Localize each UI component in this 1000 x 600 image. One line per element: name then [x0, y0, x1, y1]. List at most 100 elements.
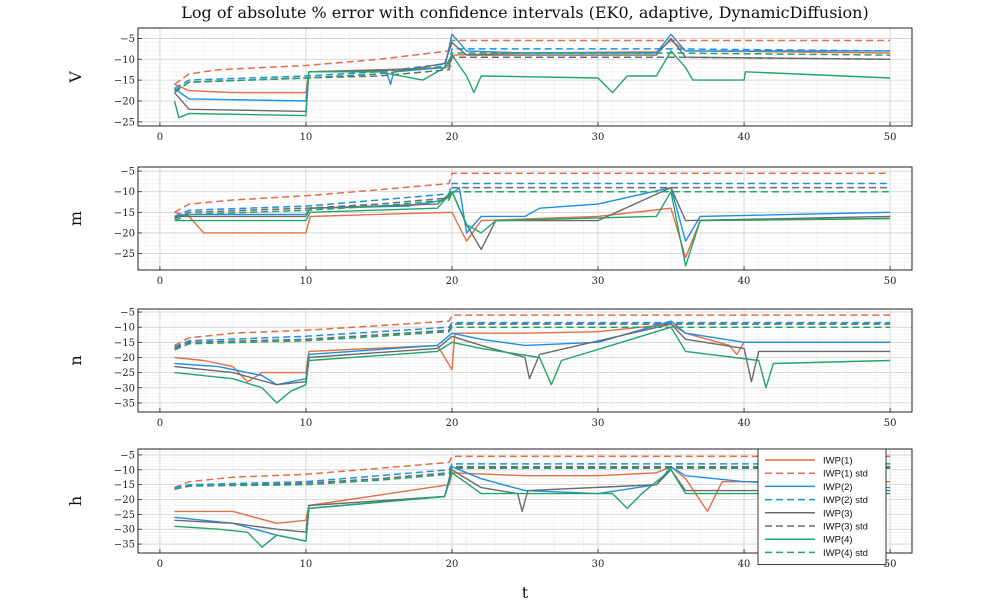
series-line-iwp1-std [174, 39, 891, 85]
y-tick-label: −20 [114, 96, 135, 107]
y-tick-label: −15 [114, 208, 135, 219]
axes-frame [137, 27, 913, 127]
x-tick-label: 10 [300, 418, 313, 429]
y-tick-label: −25 [114, 368, 135, 379]
x-tick-label: 10 [300, 559, 313, 570]
legend-entry: IWP(1) [765, 456, 853, 467]
series-line-iwp4 [173, 50, 891, 119]
series-line-iwp2-std [174, 463, 891, 489]
x-tick-label: 20 [446, 132, 459, 143]
y-axis-label: h [66, 496, 85, 506]
y-tick-label: −5 [120, 450, 135, 461]
series-line-iwp1-std [174, 455, 891, 489]
series-group [174, 314, 891, 404]
series-line-iwp1-std [174, 172, 891, 213]
x-tick-label: 30 [592, 132, 605, 143]
legend-label: IWP(4) std [823, 548, 868, 559]
series-line-iwp4-std [174, 190, 891, 222]
series-line-iwp2 [174, 320, 891, 386]
y-tick-label: −10 [114, 55, 135, 66]
series-line-iwp4-std [174, 467, 891, 490]
x-tick-label: 10 [300, 132, 313, 143]
y-tick-label: −20 [114, 228, 135, 239]
y-tick-label: −15 [114, 480, 135, 491]
axes-frame [137, 308, 913, 413]
x-tick-label: 0 [157, 132, 163, 143]
legend-entry: IWP(1) std [765, 469, 868, 480]
panels: 0 10 20 30 40 50 −25 −20 −15 −10 −5 V 0 10 20 30 40 50 −25… [66, 27, 913, 570]
legend-entry: IWP(3) [765, 508, 853, 519]
series-line-iwp2-std [174, 182, 891, 218]
legend: IWP(1) IWP(1) std IWP(2) IWP(2) std IWP(3) IW… [757, 448, 887, 566]
x-axis-label: t [522, 583, 529, 600]
x-tick-label: 20 [446, 276, 459, 287]
y-axis-label: n [66, 355, 85, 365]
series-line-iwp3-std [174, 323, 891, 350]
series-group [173, 33, 891, 119]
legend-entry: IWP(2) std [765, 495, 868, 506]
y-tick-label: −15 [114, 76, 135, 87]
x-tick-label: 20 [446, 559, 459, 570]
x-tick-label: 50 [884, 276, 897, 287]
series-line-iwp4-std [174, 326, 891, 351]
chart-title: Log of absolute % error with confidence … [181, 3, 868, 22]
x-tick-label: 40 [738, 559, 751, 570]
legend-entry: IWP(4) std [765, 548, 868, 559]
x-tick-label: 0 [157, 559, 163, 570]
legend-label: IWP(2) [823, 482, 853, 493]
x-tick-label: 0 [157, 276, 163, 287]
x-tick-label: 0 [157, 418, 163, 429]
y-tick-label: −25 [114, 249, 135, 260]
x-tick-label: 20 [446, 418, 459, 429]
x-tick-label: 10 [300, 276, 313, 287]
x-tick-label: 30 [592, 276, 605, 287]
legend-entry: IWP(2) [765, 482, 853, 493]
series-line-iwp4-std [174, 52, 891, 94]
series-line-iwp4 [174, 191, 891, 267]
y-tick-label: −10 [114, 323, 135, 334]
legend-entry: IWP(4) [765, 535, 853, 546]
y-axis-label: m [66, 211, 85, 226]
y-tick-label: −10 [114, 187, 135, 198]
y-tick-label: −35 [114, 398, 135, 409]
x-tick-label: 50 [884, 132, 897, 143]
y-tick-label: −20 [114, 353, 135, 364]
legend-label: IWP(1) std [823, 469, 868, 480]
series-line-iwp2-std [174, 321, 891, 348]
x-tick-label: 50 [884, 559, 897, 570]
panel-m: 0 10 20 30 40 50 −25 −20 −15 −10 −5 m [66, 166, 913, 287]
series-line-iwp3 [174, 469, 891, 533]
y-tick-label: −5 [120, 167, 135, 178]
legend-entry: IWP(3) std [765, 522, 868, 533]
y-tick-label: −25 [114, 510, 135, 521]
series-line-iwp1 [174, 466, 891, 524]
series-line-iwp3-std [174, 186, 891, 220]
y-tick-label: −30 [114, 525, 135, 536]
y-tick-label: −30 [114, 383, 135, 394]
panel-V: 0 10 20 30 40 50 −25 −20 −15 −10 −5 V [66, 27, 913, 143]
y-tick-label: −5 [120, 308, 135, 319]
legend-label: IWP(1) [823, 456, 853, 467]
y-tick-label: −5 [120, 34, 135, 45]
legend-label: IWP(3) std [823, 522, 868, 533]
x-tick-label: 50 [884, 418, 897, 429]
series-line-iwp2-std [174, 48, 891, 90]
series-line-iwp1 [174, 207, 891, 259]
series-group [174, 172, 891, 267]
legend-label: IWP(4) [823, 535, 853, 546]
series-group [174, 455, 891, 548]
x-tick-label: 30 [592, 559, 605, 570]
series-line-iwp1-std [174, 314, 891, 347]
x-tick-label: 40 [738, 418, 751, 429]
x-tick-label: 40 [738, 132, 751, 143]
series-line-iwp3 [173, 37, 891, 113]
legend-box [757, 448, 887, 566]
legend-label: IWP(2) std [823, 495, 868, 506]
series-line-iwp4 [174, 469, 891, 548]
y-tick-label: −10 [114, 465, 135, 476]
y-tick-label: −25 [114, 117, 135, 128]
axes-frame [137, 448, 913, 554]
x-tick-label: 40 [738, 276, 751, 287]
y-tick-label: −15 [114, 338, 135, 349]
